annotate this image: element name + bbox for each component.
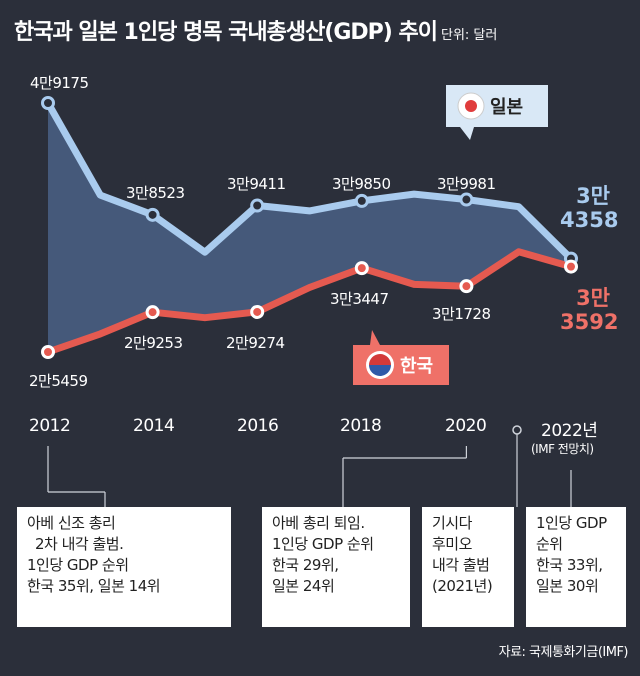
gap-fill-area	[48, 103, 571, 352]
note-line: 기시다	[432, 514, 472, 532]
note-line: 후미오	[432, 535, 472, 553]
note-line: 1인당 GDP 순위	[27, 556, 129, 574]
note-line: (2021년)	[432, 577, 493, 595]
legend-japan-label: 일본	[490, 97, 523, 118]
note-line: 한국 33위,	[536, 556, 603, 574]
note-connectors	[47, 425, 572, 507]
data-label-japan-2012: 4만9175	[30, 74, 89, 92]
korea-point-2016	[250, 304, 265, 319]
data-label-korea-2016: 2만9274	[226, 334, 285, 352]
japan-point-2016	[250, 198, 265, 213]
japan-point-2012	[41, 96, 55, 110]
final-label-japan-line2: 4358	[560, 208, 619, 232]
kishida-marker-icon	[512, 425, 522, 435]
korea-point-2020	[459, 279, 474, 294]
note-line: 한국 29위,	[272, 556, 339, 574]
korea-point-2018	[354, 261, 369, 276]
data-label-korea-2012: 2만5459	[29, 372, 88, 390]
data-label-japan-2018: 3만9850	[332, 175, 391, 193]
note-line: 1인당 GDP 순위	[272, 535, 374, 553]
source-note: 자료: 국제통화기금(IMF)	[498, 645, 629, 660]
x-tick-2020: 2020	[445, 416, 487, 436]
data-label-korea-2018: 3만3447	[330, 290, 389, 308]
forecast-note: (IMF 전망치)	[531, 442, 594, 456]
korea-point-2022	[564, 259, 578, 274]
japan-point-2018	[354, 193, 369, 208]
korea-line	[46, 248, 572, 356]
note-line: 일본 30위	[536, 577, 599, 595]
x-tick-2018: 2018	[340, 416, 382, 436]
note-2022-ranking: 1인당 GDP 순위 한국 33위, 일본 30위	[526, 507, 626, 627]
final-label-korea-line1: 3만	[576, 286, 610, 310]
final-label-japan: 3만 4358	[560, 184, 619, 232]
data-label-japan-2016: 3만9411	[227, 175, 286, 193]
korea-flag-icon	[366, 351, 394, 379]
x-tick-2014: 2014	[133, 416, 175, 436]
data-label-japan-2014: 3만8523	[126, 184, 185, 202]
japan-point-2014	[145, 207, 160, 222]
data-label-korea-2020: 3만1728	[432, 305, 491, 323]
final-label-korea: 3만 3592	[560, 286, 619, 334]
legend-japan: 일본	[446, 85, 548, 140]
note-line: 한국 35위, 일본 14위	[27, 577, 161, 595]
chart-title: 한국과 일본 1인당 명목 국내총생산(GDP) 추이 단위: 달러	[14, 14, 497, 46]
legend-korea-label: 한국	[400, 356, 433, 377]
note-line: 2차 내각 출범.	[35, 535, 124, 553]
x-tick-2016: 2016	[237, 416, 279, 436]
chart-title-text: 한국과 일본 1인당 명목 국내총생산(GDP) 추이	[14, 20, 438, 45]
final-label-korea-line2: 3592	[560, 310, 619, 334]
note-line: 아베 총리 퇴임.	[272, 514, 365, 532]
unit-label: 단위: 달러	[441, 28, 498, 43]
note-abe-resignation: 아베 총리 퇴임. 1인당 GDP 순위 한국 29위, 일본 24위	[262, 507, 410, 627]
note-kishida-cabinet: 기시다 후미오 내각 출범 (2021년)	[422, 507, 514, 627]
japan-point-2020	[459, 192, 474, 207]
note-line: 순위	[536, 535, 563, 553]
data-label-korea-2014: 2만9253	[124, 334, 183, 352]
x-tick-2012: 2012	[29, 416, 71, 436]
korea-markers	[41, 259, 578, 359]
x-tick-2022: 2022년	[541, 421, 598, 441]
note-line: 아베 신조 총리	[27, 514, 116, 532]
final-label-japan-line1: 3만	[576, 184, 610, 208]
legend-korea: 한국	[353, 330, 449, 385]
korea-point-2014	[145, 305, 160, 320]
note-abe-second-cabinet: 아베 신조 총리 2차 내각 출범. 1인당 GDP 순위 한국 35위, 일본…	[17, 507, 231, 627]
japan-line	[44, 101, 574, 262]
korea-point-2012	[41, 345, 55, 359]
note-line: 1인당 GDP	[536, 514, 607, 532]
note-line: 일본 24위	[272, 577, 335, 595]
data-label-japan-2020: 3만9981	[437, 175, 496, 193]
note-line: 내각 출범	[432, 556, 490, 574]
